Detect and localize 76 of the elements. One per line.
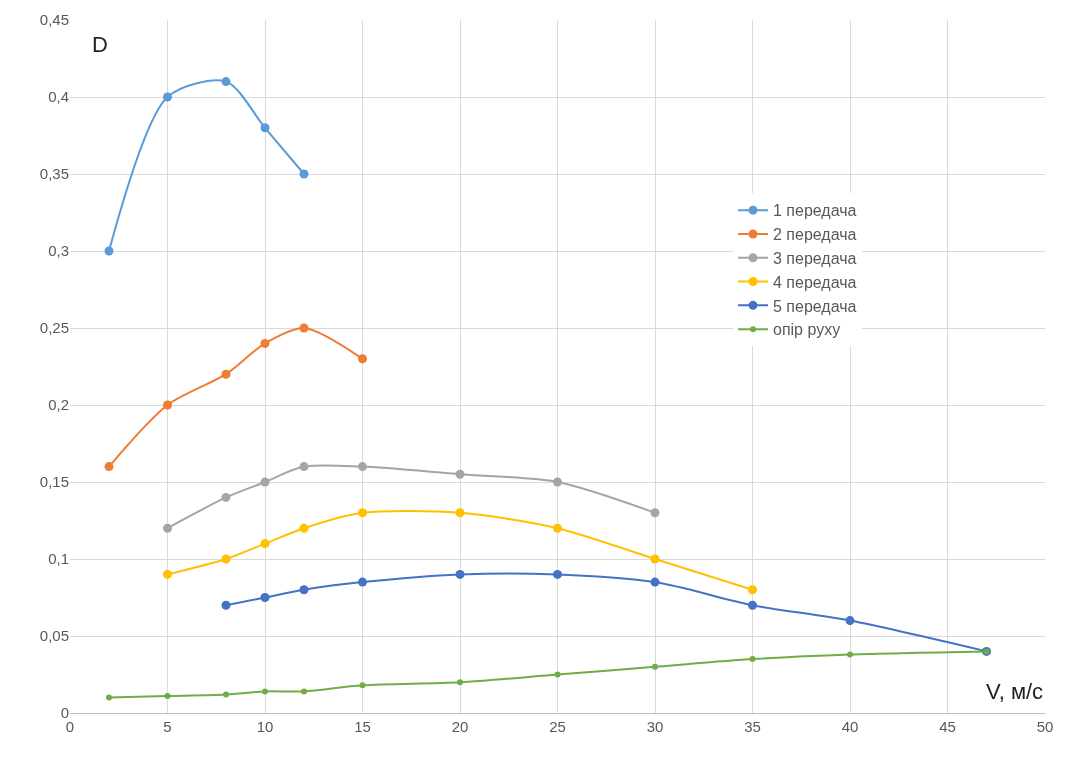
point (164, 693, 171, 700)
point (262, 688, 268, 695)
point (163, 523, 172, 533)
point (457, 679, 463, 686)
point (553, 523, 562, 533)
legend-label: опір руху (773, 321, 841, 339)
legend-label: 3 передача (773, 249, 857, 267)
x-axis-title: V, м/с (986, 679, 1044, 704)
point (223, 691, 229, 698)
legend-label: 5 передача (773, 297, 857, 315)
point (106, 694, 112, 701)
point (455, 569, 465, 579)
point (845, 616, 855, 626)
point (260, 123, 270, 133)
point (260, 477, 270, 487)
x-tick-label: 25 (549, 718, 566, 735)
x-tick-label: 45 (939, 718, 956, 735)
point (358, 508, 367, 518)
x-tick-label: 40 (841, 718, 859, 735)
point (554, 671, 561, 678)
point (221, 77, 231, 87)
point (652, 663, 658, 670)
x-tick-label: 15 (354, 718, 371, 735)
point (299, 523, 309, 533)
point (650, 508, 660, 518)
point (163, 92, 172, 102)
legend-label: 1 передача (773, 202, 857, 220)
x-tick-label: 20 (451, 718, 469, 735)
point (359, 682, 366, 689)
point (749, 656, 756, 663)
point (650, 577, 660, 587)
point (553, 477, 562, 487)
point (553, 569, 562, 579)
point (358, 354, 367, 364)
y-tick-label: 0,4 (48, 88, 69, 106)
y-tick-label: 0,35 (39, 165, 69, 183)
y-tick-label: 0,1 (48, 550, 69, 568)
point (748, 600, 757, 610)
point (358, 577, 367, 587)
point (748, 585, 757, 595)
y-tick-label: 0,15 (39, 473, 69, 491)
point (104, 462, 114, 472)
y-tick-label: 0,25 (39, 319, 69, 337)
point (299, 323, 309, 333)
y-tick-label: 0,3 (48, 242, 69, 260)
legend-label: 2 передача (773, 226, 857, 244)
point (221, 600, 231, 610)
point (358, 462, 367, 472)
point (260, 593, 270, 602)
y-tick-label: 0,05 (39, 627, 69, 645)
point (650, 554, 660, 564)
x-tick-label: 5 (163, 718, 172, 735)
point (301, 688, 307, 695)
legend-label: 4 передача (773, 273, 857, 291)
point (455, 469, 465, 479)
point (299, 462, 309, 472)
point (163, 400, 172, 410)
point (221, 369, 231, 379)
y-tick-label: 0,2 (48, 396, 69, 414)
point (221, 554, 231, 564)
y-tick-label: 0 (60, 704, 69, 722)
point (104, 246, 114, 256)
point (221, 492, 231, 502)
y-tick-label: 0,45 (39, 11, 69, 29)
point (299, 169, 309, 179)
y-axis-title: D (92, 32, 108, 57)
point (163, 569, 172, 579)
x-tick-label: 10 (256, 718, 274, 735)
x-tick-label: 50 (1036, 718, 1054, 735)
point (455, 508, 465, 518)
point (299, 585, 309, 595)
x-tick-label: 30 (646, 718, 664, 735)
point (847, 651, 853, 658)
x-tick-label: 35 (744, 718, 761, 735)
point (260, 539, 270, 549)
point (260, 338, 270, 348)
